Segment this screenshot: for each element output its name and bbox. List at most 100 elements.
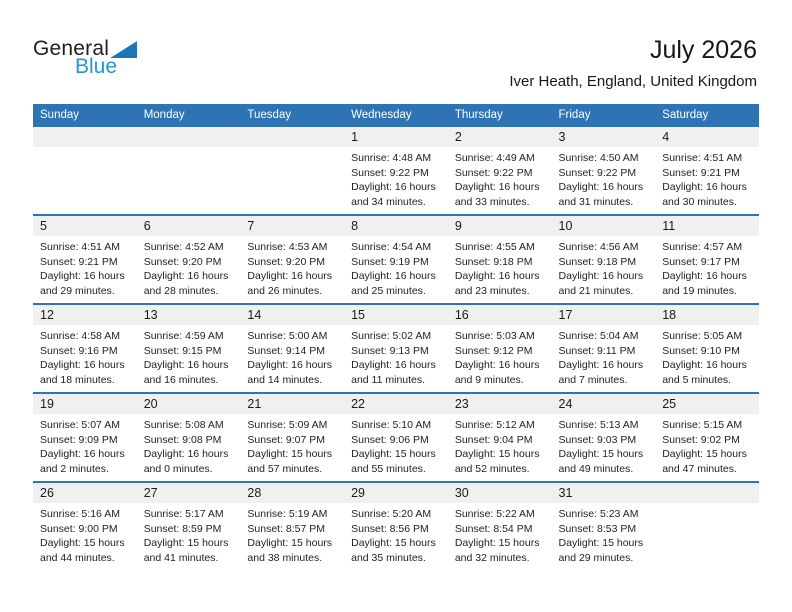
logo-text-general: General: [33, 37, 110, 60]
daylight-line-1: Daylight: 15 hours: [558, 537, 644, 549]
daylight-line-1: Daylight: 16 hours: [351, 359, 436, 371]
day-info: Sunrise: 5:07 AM Sunset: 9:09 PM Daylight:…: [33, 414, 137, 476]
day-number: 23: [447, 395, 552, 414]
day-number: 31: [551, 484, 656, 503]
sunrise-line: Sunrise: 4:53 AM: [247, 241, 328, 253]
daylight-line-2: and 16 minutes.: [143, 373, 219, 386]
daylight-line-2: and 9 minutes.: [454, 373, 524, 386]
day-cell: 28 Sunrise: 5:19 AM Sunset: 8:57 PM Dayligh…: [240, 481, 345, 570]
daylight-line-1: Daylight: 16 hours: [662, 359, 747, 371]
sunrise-line: Sunrise: 5:08 AM: [143, 419, 224, 431]
calendar-body: 1 Sunrise: 4:48 AM Sunset: 9:22 PM Daylight…: [33, 127, 759, 570]
daylight-line-2: and 33 minutes.: [454, 195, 530, 208]
day-cell: 24 Sunrise: 5:13 AM Sunset: 9:03 PM Dayligh…: [551, 392, 656, 482]
sunrise-line: Sunrise: 4:51 AM: [40, 241, 120, 253]
day-info: Sunrise: 5:13 AM Sunset: 9:03 PM Daylight:…: [552, 414, 656, 476]
day-number: 29: [344, 484, 448, 503]
day-number: 11: [655, 217, 759, 236]
day-cell: 10 Sunrise: 4:56 AM Sunset: 9:18 PM Dayligh…: [551, 214, 656, 304]
sunrise-line: Sunrise: 4:54 AM: [351, 241, 432, 253]
sunset-line: Sunset: 9:12 PM: [454, 344, 533, 357]
weekday-header-wednesday: Wednesday: [344, 104, 448, 127]
day-info: Sunrise: 5:17 AM Sunset: 8:59 PM Daylight:…: [137, 503, 241, 565]
day-cell: 18 Sunrise: 5:05 AM Sunset: 9:10 PM Dayligh…: [655, 303, 759, 393]
daylight-line-2: and 35 minutes.: [351, 551, 426, 564]
sunrise-line: Sunrise: 5:05 AM: [662, 330, 743, 342]
sunrise-line: Sunrise: 5:07 AM: [40, 419, 120, 431]
sunset-line: Sunset: 9:00 PM: [40, 522, 118, 535]
day-number: 9: [447, 217, 552, 236]
day-number: 22: [344, 395, 448, 414]
day-info: Sunrise: 5:16 AM Sunset: 9:00 PM Daylight:…: [33, 503, 137, 565]
weekday-header-saturday: Saturday: [655, 104, 759, 127]
day-info: Sunrise: 5:10 AM Sunset: 9:06 PM Daylight:…: [344, 414, 448, 476]
day-number: 27: [136, 484, 241, 503]
daylight-line-1: Daylight: 16 hours: [143, 448, 229, 460]
day-number: 6: [136, 217, 241, 236]
logo-text-blue: Blue: [75, 55, 118, 78]
day-number: 25: [655, 395, 759, 414]
empty-day-cell: [136, 127, 241, 215]
day-number: 2: [447, 127, 552, 147]
day-number: 30: [447, 484, 552, 503]
sunset-line: Sunset: 9:17 PM: [662, 255, 740, 268]
day-info: Sunrise: 4:58 AM Sunset: 9:16 PM Daylight:…: [33, 325, 137, 387]
day-number: 4: [655, 127, 759, 147]
sunrise-line: Sunrise: 4:52 AM: [143, 241, 224, 253]
sunset-line: Sunset: 9:21 PM: [662, 166, 740, 179]
day-cell: 27 Sunrise: 5:17 AM Sunset: 8:59 PM Dayligh…: [136, 481, 241, 570]
sunset-line: Sunset: 9:22 PM: [351, 166, 429, 179]
daylight-line-2: and 0 minutes.: [143, 462, 213, 475]
daylight-line-1: Daylight: 16 hours: [351, 181, 436, 193]
day-info: Sunrise: 4:53 AM Sunset: 9:20 PM Daylight:…: [240, 236, 344, 298]
sunrise-line: Sunrise: 5:15 AM: [662, 419, 743, 431]
day-cell: 23 Sunrise: 5:12 AM Sunset: 9:04 PM Dayligh…: [447, 392, 552, 482]
day-number: 26: [33, 484, 137, 503]
day-info: Sunrise: 5:00 AM Sunset: 9:14 PM Daylight:…: [240, 325, 344, 387]
sunrise-line: Sunrise: 4:59 AM: [143, 330, 224, 342]
daylight-line-1: Daylight: 15 hours: [247, 537, 333, 549]
sunrise-line: Sunrise: 5:10 AM: [351, 419, 432, 431]
sunrise-line: Sunrise: 4:51 AM: [662, 152, 743, 164]
day-cell: 17 Sunrise: 5:04 AM Sunset: 9:11 PM Dayligh…: [551, 303, 656, 393]
daylight-line-2: and 19 minutes.: [662, 284, 737, 297]
day-info: Sunrise: 5:23 AM Sunset: 8:53 PM Daylight:…: [552, 503, 656, 565]
day-cell: 26 Sunrise: 5:16 AM Sunset: 9:00 PM Dayligh…: [33, 481, 137, 570]
day-number: 24: [551, 395, 656, 414]
sunrise-line: Sunrise: 5:17 AM: [143, 508, 224, 520]
day-cell: 9 Sunrise: 4:55 AM Sunset: 9:18 PM Daylight…: [447, 214, 552, 304]
day-cell: 8 Sunrise: 4:54 AM Sunset: 9:19 PM Daylight…: [344, 214, 448, 304]
day-info: Sunrise: 4:49 AM Sunset: 9:22 PM Daylight:…: [448, 147, 552, 209]
day-cell: 19 Sunrise: 5:07 AM Sunset: 9:09 PM Dayligh…: [33, 392, 137, 482]
day-number: 5: [33, 217, 137, 236]
daylight-line-2: and 26 minutes.: [247, 284, 323, 297]
day-info: Sunrise: 5:20 AM Sunset: 8:56 PM Daylight:…: [344, 503, 448, 565]
calendar-table: Sunday Monday Tuesday Wednesday Thursday Frid…: [33, 104, 759, 570]
day-number: 20: [136, 395, 241, 414]
day-cell: 1 Sunrise: 4:48 AM Sunset: 9:22 PM Daylight…: [344, 127, 448, 215]
sunset-line: Sunset: 9:22 PM: [558, 166, 637, 179]
day-cell: 16 Sunrise: 5:03 AM Sunset: 9:12 PM Dayligh…: [447, 303, 552, 393]
empty-day-cell: [33, 127, 137, 215]
daylight-line-1: Daylight: 15 hours: [40, 537, 125, 549]
daylight-line-1: Daylight: 16 hours: [40, 359, 125, 371]
daylight-line-1: Daylight: 16 hours: [558, 181, 644, 193]
sunset-line: Sunset: 9:13 PM: [351, 344, 429, 357]
day-info: Sunrise: 4:54 AM Sunset: 9:19 PM Daylight:…: [344, 236, 448, 298]
daylight-line-2: and 49 minutes.: [558, 462, 634, 475]
sunset-line: Sunset: 9:03 PM: [558, 433, 637, 446]
day-info: Sunrise: 5:08 AM Sunset: 9:08 PM Daylight:…: [137, 414, 241, 476]
sunset-line: Sunset: 9:02 PM: [662, 433, 740, 446]
daylight-line-1: Daylight: 15 hours: [143, 537, 229, 549]
daylight-line-2: and 28 minutes.: [143, 284, 219, 297]
day-info: Sunrise: 5:03 AM Sunset: 9:12 PM Daylight:…: [448, 325, 552, 387]
day-cell: 29 Sunrise: 5:20 AM Sunset: 8:56 PM Dayligh…: [344, 481, 448, 570]
daylight-line-2: and 52 minutes.: [454, 462, 530, 475]
sunrise-line: Sunrise: 5:00 AM: [247, 330, 328, 342]
weekday-header-row: Sunday Monday Tuesday Wednesday Thursday Frid…: [33, 104, 759, 127]
daylight-line-1: Daylight: 16 hours: [351, 270, 436, 282]
empty-day-cell: [655, 481, 759, 570]
day-cell: 31 Sunrise: 5:23 AM Sunset: 8:53 PM Dayligh…: [551, 481, 656, 570]
sunset-line: Sunset: 9:14 PM: [247, 344, 326, 357]
